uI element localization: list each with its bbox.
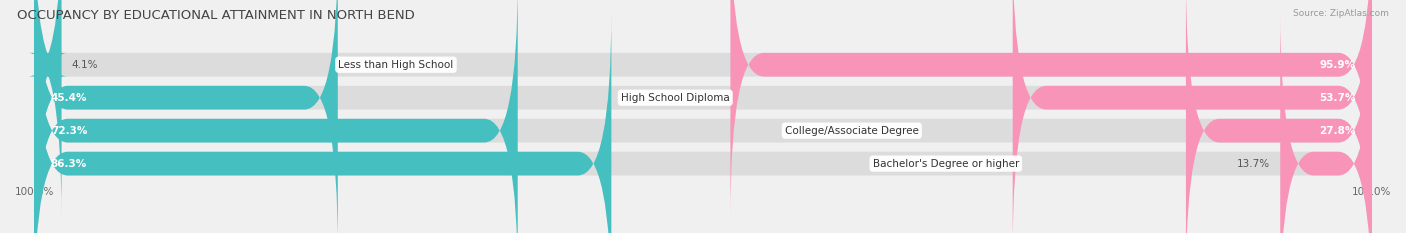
Text: Source: ZipAtlas.com: Source: ZipAtlas.com: [1294, 9, 1389, 18]
FancyBboxPatch shape: [34, 0, 1372, 233]
FancyBboxPatch shape: [28, 0, 67, 218]
Text: 13.7%: 13.7%: [1237, 159, 1270, 169]
Text: 86.3%: 86.3%: [51, 159, 87, 169]
FancyBboxPatch shape: [1281, 11, 1372, 233]
FancyBboxPatch shape: [1012, 0, 1372, 233]
Text: 45.4%: 45.4%: [51, 93, 87, 103]
FancyBboxPatch shape: [34, 0, 1372, 233]
FancyBboxPatch shape: [1185, 0, 1372, 233]
FancyBboxPatch shape: [34, 0, 517, 233]
FancyBboxPatch shape: [34, 0, 1372, 218]
Text: OCCUPANCY BY EDUCATIONAL ATTAINMENT IN NORTH BEND: OCCUPANCY BY EDUCATIONAL ATTAINMENT IN N…: [17, 9, 415, 22]
Text: Bachelor's Degree or higher: Bachelor's Degree or higher: [873, 159, 1019, 169]
FancyBboxPatch shape: [34, 11, 612, 233]
Text: College/Associate Degree: College/Associate Degree: [785, 126, 918, 136]
Text: 53.7%: 53.7%: [1319, 93, 1355, 103]
FancyBboxPatch shape: [731, 0, 1372, 218]
FancyBboxPatch shape: [34, 11, 1372, 233]
Text: 95.9%: 95.9%: [1319, 60, 1355, 70]
Text: 72.3%: 72.3%: [51, 126, 87, 136]
Text: 4.1%: 4.1%: [72, 60, 98, 70]
Text: High School Diploma: High School Diploma: [621, 93, 730, 103]
Text: 27.8%: 27.8%: [1319, 126, 1355, 136]
Text: Less than High School: Less than High School: [339, 60, 454, 70]
FancyBboxPatch shape: [34, 0, 337, 233]
